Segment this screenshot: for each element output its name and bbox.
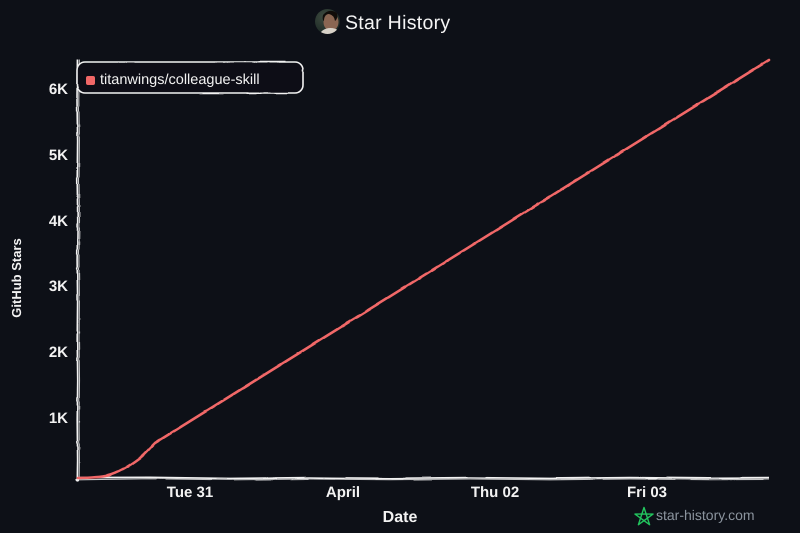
svg-text:Thu 02: Thu 02 — [471, 484, 519, 501]
svg-text:5K: 5K — [49, 147, 68, 164]
svg-text:Date: Date — [383, 509, 418, 526]
svg-text:star-history.com: star-history.com — [656, 507, 755, 523]
svg-text:Star History: Star History — [345, 12, 450, 34]
svg-text:1K: 1K — [49, 410, 68, 427]
svg-text:titanwings/colleague-skill: titanwings/colleague-skill — [100, 72, 260, 88]
svg-text:4K: 4K — [49, 213, 68, 230]
svg-text:6K: 6K — [49, 81, 68, 98]
svg-text:Tue 31: Tue 31 — [167, 484, 213, 501]
svg-text:April: April — [326, 484, 360, 501]
svg-text:2K: 2K — [49, 344, 68, 361]
svg-text:3K: 3K — [49, 278, 68, 295]
svg-text:Fri 03: Fri 03 — [627, 484, 667, 501]
svg-text:GitHub Stars: GitHub Stars — [9, 238, 24, 317]
